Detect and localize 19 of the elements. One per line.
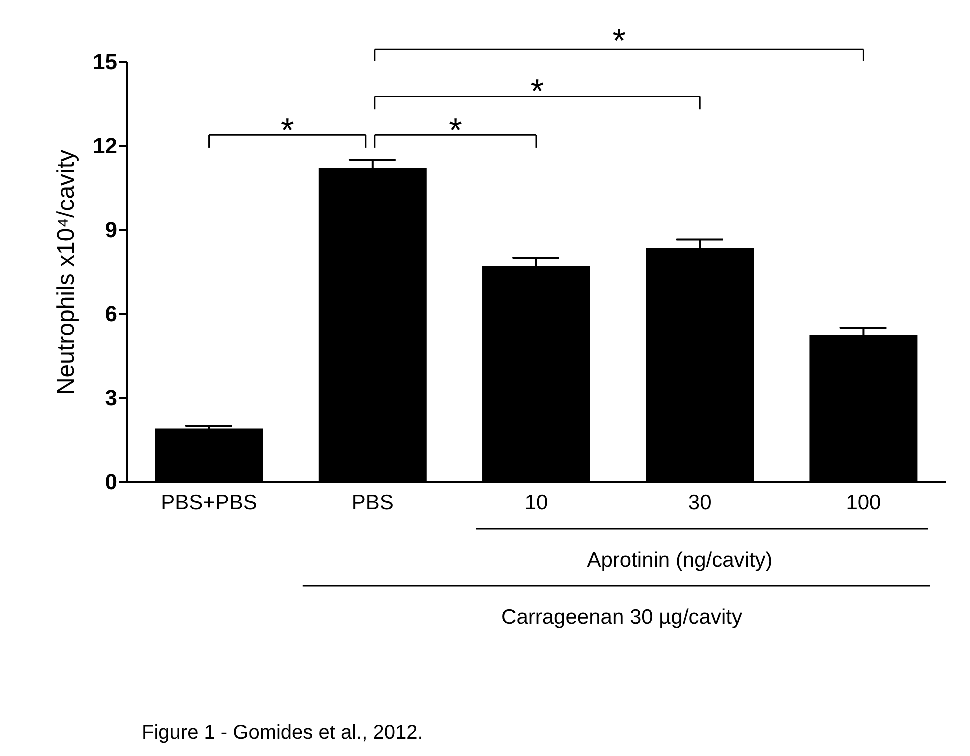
- caption: Figure 1 - Gomides et al., 2012.: [142, 722, 424, 744]
- x-tick-label: 30: [688, 492, 712, 514]
- y-tick-label: 0: [105, 470, 118, 494]
- x-tick-label: 10: [524, 492, 548, 514]
- y-tick-label: 6: [105, 302, 118, 326]
- text: *: [612, 22, 626, 60]
- y-tick-label: 12: [93, 134, 118, 158]
- y-axis-title: Neutrophils x10⁴/cavity: [53, 150, 80, 396]
- y-tick-label: 3: [105, 386, 118, 410]
- x-tick-label: PBS+PBS: [161, 492, 258, 514]
- x-tick-label: 100: [846, 492, 882, 514]
- annotation: *: [280, 112, 294, 150]
- text: Aprotinin (ng/cavity): [587, 549, 773, 572]
- annotation: *: [449, 112, 462, 150]
- y-tick-label: 15: [93, 50, 118, 74]
- x-tick-label: PBS: [352, 492, 394, 514]
- y-tick-label: 9: [105, 218, 118, 242]
- text: Carrageenan 30 µg/cavity: [502, 606, 743, 629]
- annotation: *: [530, 72, 544, 111]
